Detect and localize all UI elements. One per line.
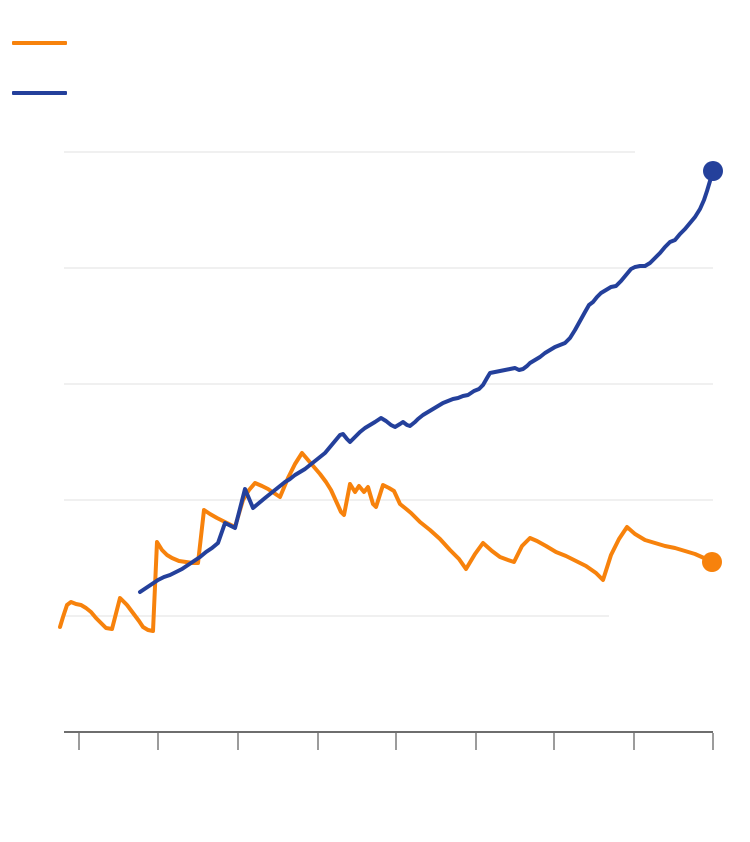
navy-series-line xyxy=(138,169,715,594)
legend-swatch-series-2-navy xyxy=(12,91,67,95)
orange-series-line xyxy=(58,451,714,633)
legend-item-series-1-orange xyxy=(12,41,75,45)
navy-series-end-dot xyxy=(703,161,723,181)
legend-item-series-2-navy xyxy=(12,91,75,95)
legend-swatch-series-1-orange xyxy=(12,41,67,45)
orange-series-end-dot xyxy=(702,552,722,572)
